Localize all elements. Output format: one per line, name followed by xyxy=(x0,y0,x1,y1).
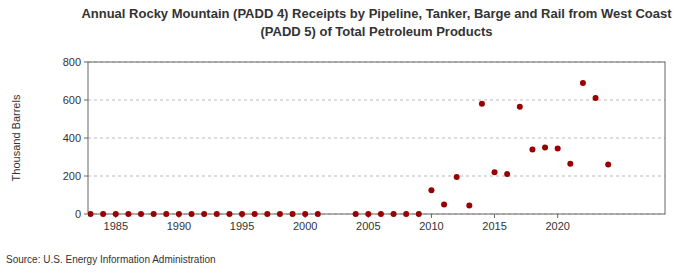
x-tick xyxy=(431,214,432,218)
plot-frame xyxy=(88,62,665,214)
point xyxy=(151,211,157,217)
y-tick xyxy=(84,214,88,215)
chart: Annual Rocky Mountain (PADD 4) Receipts … xyxy=(0,0,675,275)
point xyxy=(201,211,207,217)
point xyxy=(113,211,119,217)
point xyxy=(252,211,258,217)
grid-line xyxy=(88,138,665,139)
point xyxy=(580,80,586,86)
x-tick-label: 2015 xyxy=(482,220,506,232)
point xyxy=(593,95,599,101)
y-tick-label: 800 xyxy=(63,56,81,68)
y-axis-label: Thousand Barrels xyxy=(10,94,22,181)
point xyxy=(428,187,434,193)
point xyxy=(605,162,611,168)
point xyxy=(529,146,535,152)
point xyxy=(264,211,270,217)
point xyxy=(239,211,245,217)
x-tick-label: 2000 xyxy=(293,220,317,232)
grid-line xyxy=(88,176,665,177)
chart-svg: Annual Rocky Mountain (PADD 4) Receipts … xyxy=(0,0,675,275)
y-tick-label: 400 xyxy=(63,132,81,144)
x-tick xyxy=(557,214,558,218)
point xyxy=(100,211,106,217)
source: Source: U.S. Energy Information Administ… xyxy=(6,254,216,265)
point xyxy=(416,211,422,217)
y-tick-label: 600 xyxy=(63,94,81,106)
point xyxy=(403,211,409,217)
x-tick-label: 1995 xyxy=(230,220,254,232)
point xyxy=(466,202,472,208)
point xyxy=(365,211,371,217)
points xyxy=(88,80,611,217)
point xyxy=(504,171,510,177)
point xyxy=(226,211,232,217)
point xyxy=(479,101,485,107)
point xyxy=(391,211,397,217)
point xyxy=(454,174,460,180)
x-tick-label: 2020 xyxy=(545,220,569,232)
y-tick xyxy=(84,138,88,139)
y-tick xyxy=(84,100,88,101)
point xyxy=(517,104,523,110)
point xyxy=(441,202,447,208)
point xyxy=(163,211,169,217)
point xyxy=(88,211,94,217)
point xyxy=(353,211,359,217)
x-tick-label: 1985 xyxy=(104,220,128,232)
point xyxy=(555,145,561,151)
x-tick-label: 2005 xyxy=(356,220,380,232)
point xyxy=(138,211,144,217)
point xyxy=(189,211,195,217)
point xyxy=(214,211,220,217)
grid-line xyxy=(88,100,665,101)
point xyxy=(176,211,182,217)
title: (PADD 5) of Total Petroleum Products xyxy=(260,24,492,39)
point xyxy=(290,211,296,217)
x-tick-label: 1990 xyxy=(167,220,191,232)
y-tick xyxy=(84,176,88,177)
point xyxy=(542,145,548,151)
point xyxy=(277,211,283,217)
point xyxy=(378,211,384,217)
y-tick-label: 200 xyxy=(63,170,81,182)
y-tick xyxy=(84,62,88,63)
point xyxy=(302,211,308,217)
point xyxy=(492,169,498,175)
y-tick-label: 0 xyxy=(75,208,81,220)
point xyxy=(567,161,573,167)
title: Annual Rocky Mountain (PADD 4) Receipts … xyxy=(81,6,672,21)
point xyxy=(315,211,321,217)
point xyxy=(125,211,131,217)
x-tick xyxy=(494,214,495,218)
x-tick-label: 2010 xyxy=(419,220,443,232)
